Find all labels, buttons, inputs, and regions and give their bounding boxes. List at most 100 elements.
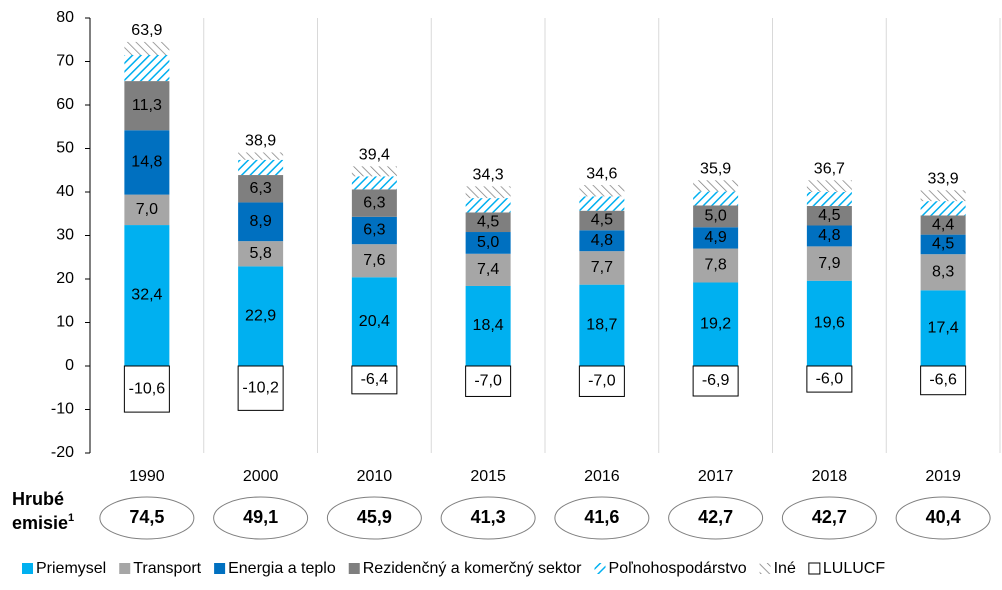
- bar-segment: [351, 166, 397, 177]
- legend-swatch: [348, 563, 360, 574]
- value-label: 4,5: [591, 212, 613, 229]
- bar-segment: [579, 284, 625, 366]
- bar-segment: [920, 201, 966, 216]
- value-label: 11,3: [132, 97, 162, 114]
- value-label: -10,6: [129, 380, 166, 397]
- bar-segment: [920, 234, 966, 255]
- bar-segment: [465, 186, 511, 199]
- legend-label: Rezidenčný a komerčný sektor: [363, 560, 582, 577]
- bar-segment: [806, 365, 853, 393]
- total-label: 39,4: [359, 147, 390, 164]
- bar-segment: [465, 198, 511, 213]
- gross-ellipse: [440, 496, 536, 540]
- bar-segment: [579, 230, 625, 252]
- value-label: 8,9: [250, 213, 272, 230]
- legend-label: Energia a teplo: [228, 560, 336, 577]
- gross-row-label: Hrubé: [12, 489, 64, 509]
- gross-row-label: emisie1: [12, 512, 74, 533]
- legend-label: Priemysel: [36, 560, 106, 577]
- value-label: 32,4: [131, 287, 162, 304]
- value-label: 14,8: [131, 154, 162, 171]
- legend-swatch: [22, 563, 33, 574]
- y-tick-label: 80: [56, 9, 74, 26]
- bar-segment: [806, 246, 852, 281]
- value-label: 5,8: [250, 245, 272, 262]
- value-label: 4,8: [591, 232, 613, 249]
- bar-segment: [693, 227, 739, 249]
- value-label: -6,6: [929, 372, 957, 389]
- gross-label: 42,7: [698, 507, 733, 527]
- x-tick-label: 1990: [129, 468, 165, 485]
- value-label: 4,5: [818, 207, 840, 224]
- value-label: 17,4: [928, 319, 959, 336]
- bar-segment: [693, 191, 739, 206]
- bar-segment: [238, 152, 284, 160]
- bar-segment: [465, 232, 511, 254]
- y-tick-label: 0: [65, 357, 74, 374]
- value-label: 7,0: [136, 201, 158, 218]
- bar-segment: [920, 254, 966, 291]
- value-label: 4,4: [932, 216, 954, 233]
- bar-segment: [351, 277, 397, 366]
- bar-segment: [692, 365, 739, 397]
- value-label: -7,0: [474, 372, 502, 389]
- bar-segment: [238, 159, 284, 176]
- value-label: 7,7: [591, 259, 613, 276]
- x-tick-label: 2019: [925, 468, 961, 485]
- y-tick-label: 10: [56, 314, 74, 331]
- total-label: 33,9: [928, 170, 959, 187]
- gross-label: 40,4: [926, 507, 961, 527]
- legend-swatch: [594, 563, 606, 574]
- value-label: 7,8: [705, 257, 727, 274]
- value-label: -6,9: [702, 372, 730, 389]
- legend-label: Transport: [133, 560, 201, 577]
- bar-segment: [124, 225, 170, 366]
- value-label: 4,9: [705, 229, 727, 246]
- y-tick-label: 60: [56, 96, 74, 113]
- value-label: 6,3: [250, 180, 272, 197]
- value-label: 8,3: [932, 263, 954, 280]
- total-label: 35,9: [700, 160, 731, 177]
- gross-label: 74,5: [129, 507, 164, 527]
- bar-segment: [465, 212, 511, 233]
- y-tick-label: 70: [56, 53, 74, 70]
- bar-segment: [465, 365, 512, 397]
- bar-segment: [238, 202, 284, 242]
- legend-label: Iné: [774, 560, 796, 577]
- value-label: 4,5: [477, 213, 499, 230]
- value-label: 7,6: [363, 252, 385, 269]
- gross-ellipse: [668, 496, 764, 540]
- bar-segment: [351, 216, 397, 245]
- total-label: 34,3: [473, 167, 504, 184]
- bar-segment: [806, 205, 852, 226]
- x-tick-label: 2010: [357, 468, 393, 485]
- bar-segment: [579, 185, 625, 197]
- bar-segment: [920, 215, 966, 235]
- gross-label: 41,3: [471, 507, 506, 527]
- y-tick-label: 40: [56, 183, 74, 200]
- gross-ellipse: [781, 496, 877, 540]
- value-label: 5,0: [705, 208, 727, 225]
- value-label: -6,0: [816, 370, 844, 387]
- gross-label: 45,9: [357, 507, 392, 527]
- value-label: -6,4: [361, 371, 389, 388]
- bar-segment: [238, 266, 284, 366]
- x-tick-label: 2018: [812, 468, 848, 485]
- bar-segment: [123, 365, 170, 413]
- bar-segment: [351, 176, 397, 190]
- legend-swatch: [808, 562, 821, 575]
- y-tick-label: 50: [56, 140, 74, 157]
- bar-segment: [806, 280, 852, 366]
- value-label: 7,9: [818, 255, 840, 272]
- value-label: 6,3: [363, 194, 385, 211]
- bar-segment: [124, 54, 170, 82]
- bar-segment: [465, 253, 511, 286]
- bar-segment: [920, 290, 966, 366]
- bar-segment: [351, 244, 397, 278]
- gross-label: 42,7: [812, 507, 847, 527]
- legend-label: LULUCF: [823, 560, 885, 577]
- value-label: 19,6: [814, 315, 845, 332]
- bar-segment: [237, 365, 284, 411]
- bar-segment: [920, 190, 966, 202]
